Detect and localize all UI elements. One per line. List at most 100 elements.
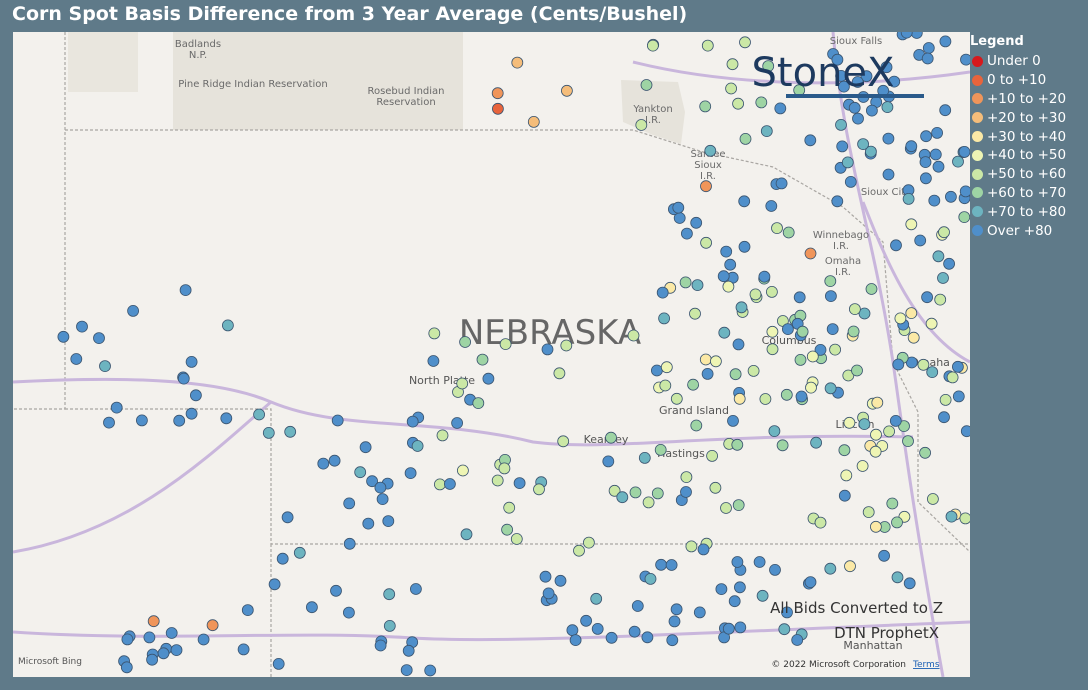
- bid-point[interactable]: [127, 304, 139, 317]
- bid-point[interactable]: [755, 96, 768, 109]
- bid-point[interactable]: [768, 425, 781, 438]
- bid-point[interactable]: [902, 435, 914, 448]
- bid-point[interactable]: [851, 364, 863, 377]
- bid-point[interactable]: [739, 133, 752, 145]
- bid-point[interactable]: [693, 606, 706, 619]
- bid-point[interactable]: [253, 408, 266, 421]
- bid-point[interactable]: [655, 558, 667, 571]
- bid-point[interactable]: [952, 390, 965, 403]
- bid-point[interactable]: [679, 276, 692, 289]
- bid-point[interactable]: [762, 60, 775, 72]
- bid-point[interactable]: [491, 474, 504, 487]
- bid-point[interactable]: [580, 614, 592, 627]
- bid-point[interactable]: [110, 401, 123, 414]
- bid-point[interactable]: [938, 411, 950, 424]
- bid-point[interactable]: [840, 469, 853, 482]
- bid-point[interactable]: [76, 320, 88, 333]
- bid-point[interactable]: [406, 415, 419, 428]
- bid-point[interactable]: [616, 491, 629, 504]
- legend-item[interactable]: +70 to +80: [970, 192, 1088, 221]
- bid-point[interactable]: [583, 536, 595, 549]
- bid-point[interactable]: [533, 483, 545, 496]
- bid-point[interactable]: [780, 388, 793, 401]
- legend-item[interactable]: +40 to +50: [970, 136, 1088, 165]
- bid-point[interactable]: [472, 397, 485, 410]
- bid-point[interactable]: [628, 625, 641, 638]
- bid-point[interactable]: [715, 583, 728, 595]
- bid-point[interactable]: [739, 36, 751, 49]
- bid-point[interactable]: [841, 156, 854, 169]
- bid-point[interactable]: [220, 412, 233, 425]
- bid-point[interactable]: [921, 291, 933, 304]
- bid-point[interactable]: [826, 323, 839, 336]
- bid-point[interactable]: [99, 360, 111, 373]
- bid-point[interactable]: [456, 464, 469, 477]
- bid-point[interactable]: [946, 371, 959, 384]
- bid-point[interactable]: [870, 428, 882, 441]
- bid-point[interactable]: [221, 319, 234, 332]
- bid-point[interactable]: [838, 80, 850, 93]
- bid-point[interactable]: [629, 486, 642, 499]
- bid-point[interactable]: [932, 160, 945, 173]
- bid-point[interactable]: [793, 291, 806, 304]
- bid-point[interactable]: [851, 76, 864, 88]
- bid-point[interactable]: [907, 331, 920, 344]
- bid-point[interactable]: [720, 245, 733, 258]
- bid-point[interactable]: [776, 439, 789, 452]
- bid-point[interactable]: [814, 343, 827, 356]
- bid-point[interactable]: [424, 664, 437, 677]
- bid-point[interactable]: [945, 190, 957, 203]
- bid-point[interactable]: [735, 301, 748, 314]
- bid-point[interactable]: [376, 493, 389, 506]
- bid-point[interactable]: [659, 379, 672, 392]
- bid-point[interactable]: [880, 61, 893, 74]
- bid-point[interactable]: [824, 275, 837, 288]
- bid-point[interactable]: [927, 493, 939, 505]
- bid-point[interactable]: [769, 564, 781, 576]
- bid-point[interactable]: [952, 155, 964, 168]
- bid-point[interactable]: [734, 581, 746, 594]
- bid-point[interactable]: [782, 323, 794, 336]
- bid-point[interactable]: [943, 257, 955, 270]
- bid-point[interactable]: [848, 101, 861, 114]
- bid-point[interactable]: [838, 489, 851, 502]
- bid-point[interactable]: [810, 436, 822, 449]
- bid-point[interactable]: [284, 425, 297, 438]
- bid-point[interactable]: [443, 478, 456, 490]
- bid-point[interactable]: [510, 533, 523, 545]
- bid-point[interactable]: [760, 125, 773, 137]
- legend-item[interactable]: +50 to +60: [970, 155, 1088, 184]
- bid-point[interactable]: [268, 578, 281, 591]
- bid-point[interactable]: [860, 70, 873, 83]
- bid-point[interactable]: [165, 627, 178, 639]
- bid-point[interactable]: [728, 595, 741, 608]
- bid-point[interactable]: [722, 280, 735, 293]
- bid-point[interactable]: [103, 416, 115, 429]
- bid-point[interactable]: [605, 631, 618, 644]
- bid-point[interactable]: [143, 631, 156, 644]
- bid-point[interactable]: [814, 516, 827, 529]
- bid-point[interactable]: [451, 417, 464, 429]
- bid-point[interactable]: [824, 382, 837, 395]
- legend-item[interactable]: +20 to +30: [970, 98, 1088, 127]
- bid-point[interactable]: [718, 326, 731, 339]
- bid-point[interactable]: [185, 355, 198, 368]
- bid-point[interactable]: [317, 457, 330, 470]
- bid-point[interactable]: [591, 623, 604, 635]
- bid-point[interactable]: [902, 192, 915, 205]
- bid-point[interactable]: [631, 600, 644, 612]
- bid-point[interactable]: [891, 516, 903, 529]
- bid-point[interactable]: [958, 146, 970, 158]
- bid-point[interactable]: [931, 127, 943, 139]
- bid-point[interactable]: [858, 418, 871, 431]
- bid-point[interactable]: [919, 156, 932, 169]
- bid-point[interactable]: [734, 621, 747, 634]
- bid-point[interactable]: [157, 647, 170, 660]
- bid-point[interactable]: [926, 366, 939, 379]
- bid-point[interactable]: [732, 338, 745, 351]
- bid-point[interactable]: [354, 466, 367, 479]
- bid-point[interactable]: [929, 148, 942, 161]
- bid-point[interactable]: [553, 367, 566, 380]
- bid-point[interactable]: [627, 329, 640, 342]
- bid-point[interactable]: [654, 443, 667, 456]
